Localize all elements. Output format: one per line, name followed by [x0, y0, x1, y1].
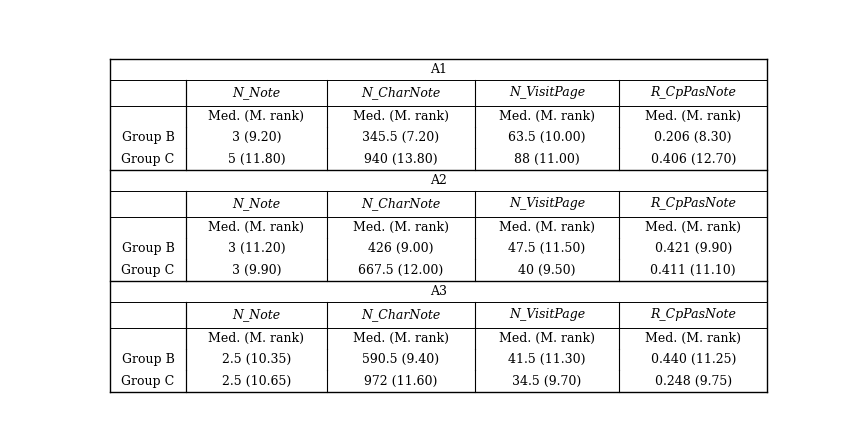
Text: Group B: Group B [122, 242, 175, 255]
Text: 3 (11.20): 3 (11.20) [228, 242, 285, 255]
Text: N_VisitPage: N_VisitPage [509, 309, 586, 322]
Text: 0.440 (11.25): 0.440 (11.25) [651, 353, 736, 366]
Text: Med. (M. rank): Med. (M. rank) [209, 332, 305, 345]
Text: 2.5 (10.65): 2.5 (10.65) [222, 375, 291, 388]
Text: 3 (9.20): 3 (9.20) [232, 131, 282, 144]
Text: Med. (M. rank): Med. (M. rank) [499, 332, 595, 345]
Text: 0.248 (9.75): 0.248 (9.75) [655, 375, 732, 388]
Text: 2.5 (10.35): 2.5 (10.35) [222, 353, 291, 366]
Text: 40 (9.50): 40 (9.50) [519, 264, 576, 277]
Text: 345.5 (7.20): 345.5 (7.20) [362, 131, 439, 144]
Text: 667.5 (12.00): 667.5 (12.00) [359, 264, 443, 277]
Text: N_CharNote: N_CharNote [361, 87, 441, 99]
Text: 426 (9.00): 426 (9.00) [368, 242, 434, 255]
Text: N_Note: N_Note [232, 309, 281, 322]
Text: Med. (M. rank): Med. (M. rank) [645, 221, 741, 234]
Text: Med. (M. rank): Med. (M. rank) [499, 221, 595, 234]
Text: Med. (M. rank): Med. (M. rank) [353, 110, 449, 123]
Text: 63.5 (10.00): 63.5 (10.00) [508, 131, 586, 144]
Text: Med. (M. rank): Med. (M. rank) [353, 332, 449, 345]
Text: 0.206 (8.30): 0.206 (8.30) [655, 131, 732, 144]
Text: Med. (M. rank): Med. (M. rank) [645, 332, 741, 345]
Text: N_VisitPage: N_VisitPage [509, 198, 586, 211]
Text: N_CharNote: N_CharNote [361, 309, 441, 322]
Text: 0.421 (9.90): 0.421 (9.90) [655, 242, 732, 255]
Text: Group C: Group C [122, 264, 175, 277]
Text: 0.411 (11.10): 0.411 (11.10) [651, 264, 736, 277]
Text: 47.5 (11.50): 47.5 (11.50) [508, 242, 586, 255]
Text: R_CpPasNote: R_CpPasNote [651, 198, 736, 211]
Text: Med. (M. rank): Med. (M. rank) [645, 110, 741, 123]
Text: A2: A2 [431, 174, 447, 187]
Text: Group B: Group B [122, 131, 175, 144]
Text: 34.5 (9.70): 34.5 (9.70) [513, 375, 582, 388]
Text: 590.5 (9.40): 590.5 (9.40) [362, 353, 439, 366]
Text: A1: A1 [431, 63, 447, 76]
Text: A3: A3 [431, 285, 447, 298]
Text: Med. (M. rank): Med. (M. rank) [499, 110, 595, 123]
Text: 972 (11.60): 972 (11.60) [365, 375, 437, 388]
Text: 3 (9.90): 3 (9.90) [232, 264, 282, 277]
Text: N_Note: N_Note [232, 198, 281, 211]
Text: 5 (11.80): 5 (11.80) [228, 153, 285, 165]
Text: Med. (M. rank): Med. (M. rank) [209, 110, 305, 123]
Text: Group B: Group B [122, 353, 175, 366]
Text: 41.5 (11.30): 41.5 (11.30) [508, 353, 586, 366]
Text: 88 (11.00): 88 (11.00) [514, 153, 580, 165]
Text: N_VisitPage: N_VisitPage [509, 87, 586, 99]
Text: R_CpPasNote: R_CpPasNote [651, 87, 736, 99]
Text: 940 (13.80): 940 (13.80) [364, 153, 437, 165]
Text: Group C: Group C [122, 375, 175, 388]
Text: 0.406 (12.70): 0.406 (12.70) [651, 153, 736, 165]
Text: Med. (M. rank): Med. (M. rank) [353, 221, 449, 234]
Text: Med. (M. rank): Med. (M. rank) [209, 221, 305, 234]
Text: Group C: Group C [122, 153, 175, 165]
Text: N_CharNote: N_CharNote [361, 198, 441, 211]
Text: N_Note: N_Note [232, 87, 281, 99]
Text: R_CpPasNote: R_CpPasNote [651, 309, 736, 322]
